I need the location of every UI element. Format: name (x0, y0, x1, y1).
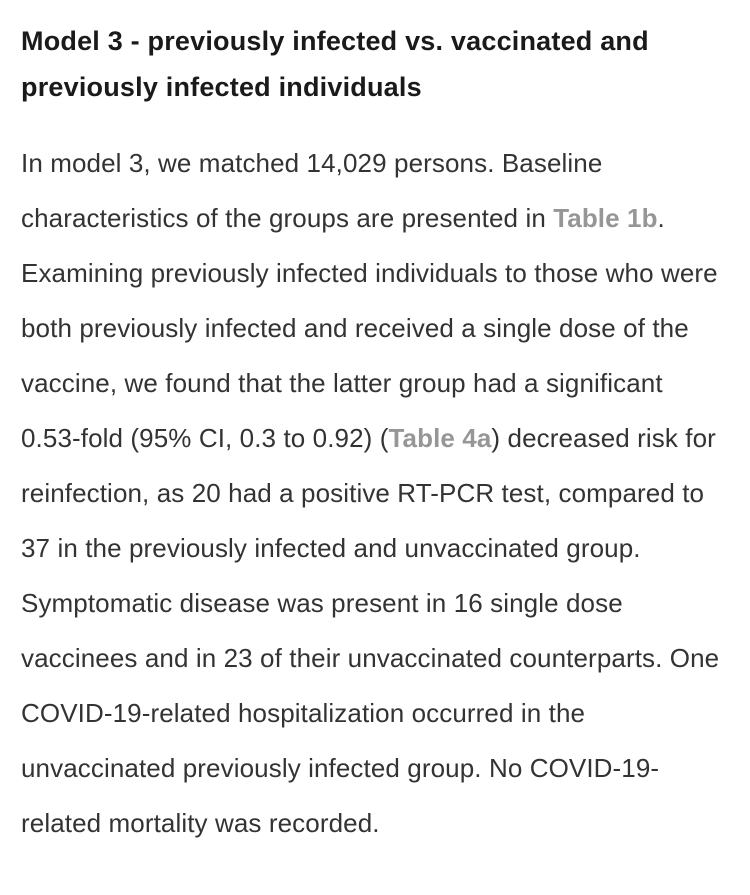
section-heading: Model 3 - previously infected vs. vaccin… (21, 26, 649, 102)
body-paragraph: In model 3, we matched 14,029 persons. B… (21, 136, 729, 851)
paragraph-text: In model 3, we matched 14,029 persons. B… (21, 148, 603, 233)
table-4a-link[interactable]: Table 4a (388, 423, 492, 453)
article-excerpt: Model 3 - previously infected vs. vaccin… (21, 26, 729, 851)
paragraph-text: ) decreased risk for reinfection, as 20 … (21, 423, 720, 838)
table-1b-link[interactable]: Table 1b (553, 203, 658, 233)
paragraph-text: . Examining previously infected individu… (21, 203, 718, 453)
